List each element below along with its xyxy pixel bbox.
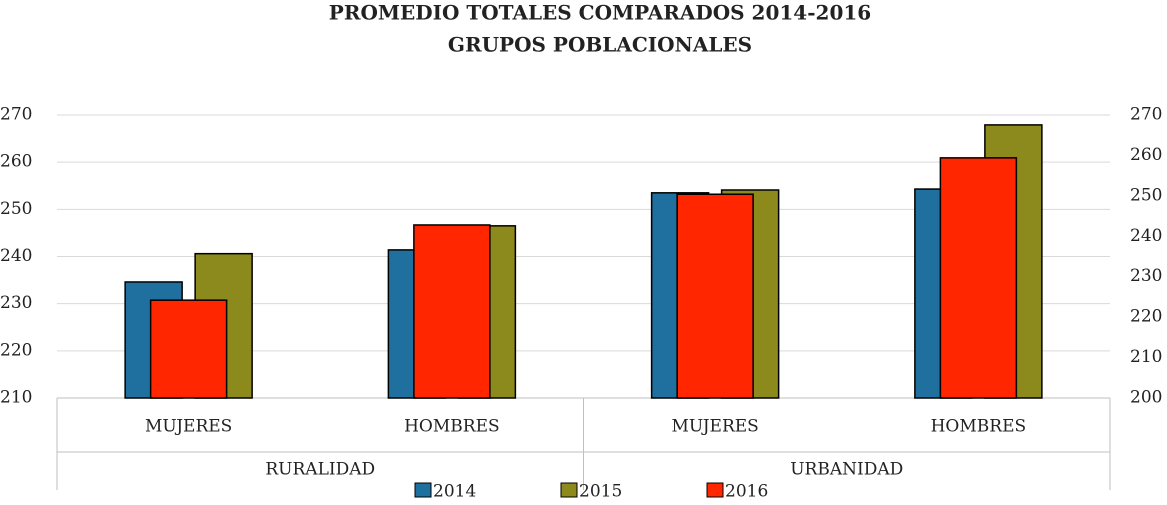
y-tick-label: 240 (0, 246, 32, 266)
group-label: URBANIDAD (790, 460, 903, 480)
y-tick-label: 220 (0, 340, 32, 360)
bar (676, 193, 754, 399)
y2-tick-label: 230 (1130, 266, 1162, 286)
y2-tick-label: 210 (1130, 347, 1162, 367)
y-tick-label: 230 (0, 293, 32, 313)
legend-swatch (706, 482, 724, 498)
y-tick-label: 270 (0, 105, 32, 125)
y-tick-label: 250 (0, 199, 32, 219)
x-tick-label: MUJERES (671, 417, 758, 437)
legend-swatch (414, 482, 432, 498)
legend-swatch (560, 482, 578, 498)
y2-tick-label: 250 (1130, 185, 1162, 205)
legend-label: 2014 (433, 482, 476, 502)
legend-label: 2015 (579, 482, 622, 502)
y2-tick-label: 220 (1130, 307, 1162, 327)
chart-subtitle: GRUPOS POBLACIONALES (448, 33, 752, 57)
legend-label: 2016 (725, 482, 768, 502)
chart-title: PROMEDIO TOTALES COMPARADOS 2014-2016 (329, 1, 871, 25)
bar (413, 224, 491, 399)
y2-tick-label: 200 (1130, 388, 1162, 408)
x-tick-label: HOMBRES (931, 417, 1027, 437)
group-label: RURALIDAD (265, 460, 375, 480)
y2-tick-label: 270 (1130, 105, 1162, 125)
bar (149, 299, 228, 399)
y2-tick-label: 240 (1130, 226, 1162, 246)
y2-tick-label: 260 (1130, 145, 1162, 165)
x-tick-label: MUJERES (145, 417, 232, 437)
y-tick-label: 210 (0, 388, 32, 408)
bar (939, 157, 1018, 399)
y-tick-label: 260 (0, 152, 32, 172)
x-tick-label: HOMBRES (404, 417, 500, 437)
